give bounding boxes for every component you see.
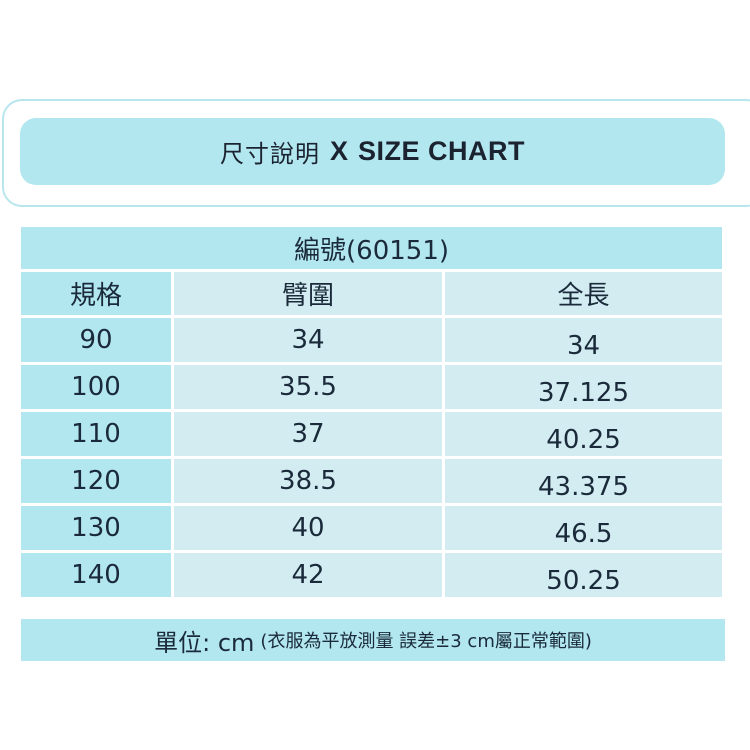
cell-size: 90 [21, 318, 171, 362]
cell-arm: 35.5 [174, 365, 442, 409]
measurement-note: 單位: cm (衣服為平放測量 誤差±3 cm屬正常範圍) [21, 619, 725, 661]
table-title-row: 編號(60151) [21, 227, 723, 269]
table-row: 100 35.5 37.125 [21, 365, 723, 409]
cell-arm: 40 [174, 506, 442, 550]
cell-length: 40.25 [445, 412, 723, 456]
table-row: 140 42 50.25 [21, 553, 723, 597]
cell-size: 120 [21, 459, 171, 503]
unit-label: 單位: cm [154, 628, 255, 657]
cell-size: 110 [21, 412, 171, 456]
cell-size: 130 [21, 506, 171, 550]
cell-length: 50.25 [445, 553, 723, 597]
cell-arm: 34 [174, 318, 442, 362]
cell-length: 46.5 [445, 506, 723, 550]
cell-arm: 42 [174, 553, 442, 597]
cell-length: 37.125 [445, 365, 723, 409]
cell-size: 100 [21, 365, 171, 409]
header-arm-circumference: 臂圍 [174, 272, 442, 315]
cell-length: 43.375 [445, 459, 723, 503]
table-row: 130 40 46.5 [21, 506, 723, 550]
table-row: 90 34 34 [21, 318, 723, 362]
table-row: 110 37 40.25 [21, 412, 723, 456]
table-title: 編號(60151) [21, 227, 723, 269]
table-row: 120 38.5 43.375 [21, 459, 723, 503]
header-size: 規格 [21, 272, 171, 315]
header-total-length: 全長 [445, 272, 723, 315]
size-table: 編號(60151) 規格 臂圍 全長 90 34 34 100 35.5 37.… [18, 224, 725, 600]
cell-arm: 38.5 [174, 459, 442, 503]
cell-length: 34 [445, 318, 723, 362]
table-header-row: 規格 臂圍 全長 [21, 272, 723, 315]
cell-arm: 37 [174, 412, 442, 456]
measurement-tolerance-note: (衣服為平放測量 誤差±3 cm屬正常範圍) [260, 631, 592, 652]
banner-separator: X [329, 136, 348, 166]
cell-size: 140 [21, 553, 171, 597]
banner-title-english: SIZE CHART [358, 136, 525, 166]
size-chart-banner: 尺寸說明 X SIZE CHART [20, 118, 725, 185]
banner-title-chinese: 尺寸說明 [219, 140, 320, 168]
